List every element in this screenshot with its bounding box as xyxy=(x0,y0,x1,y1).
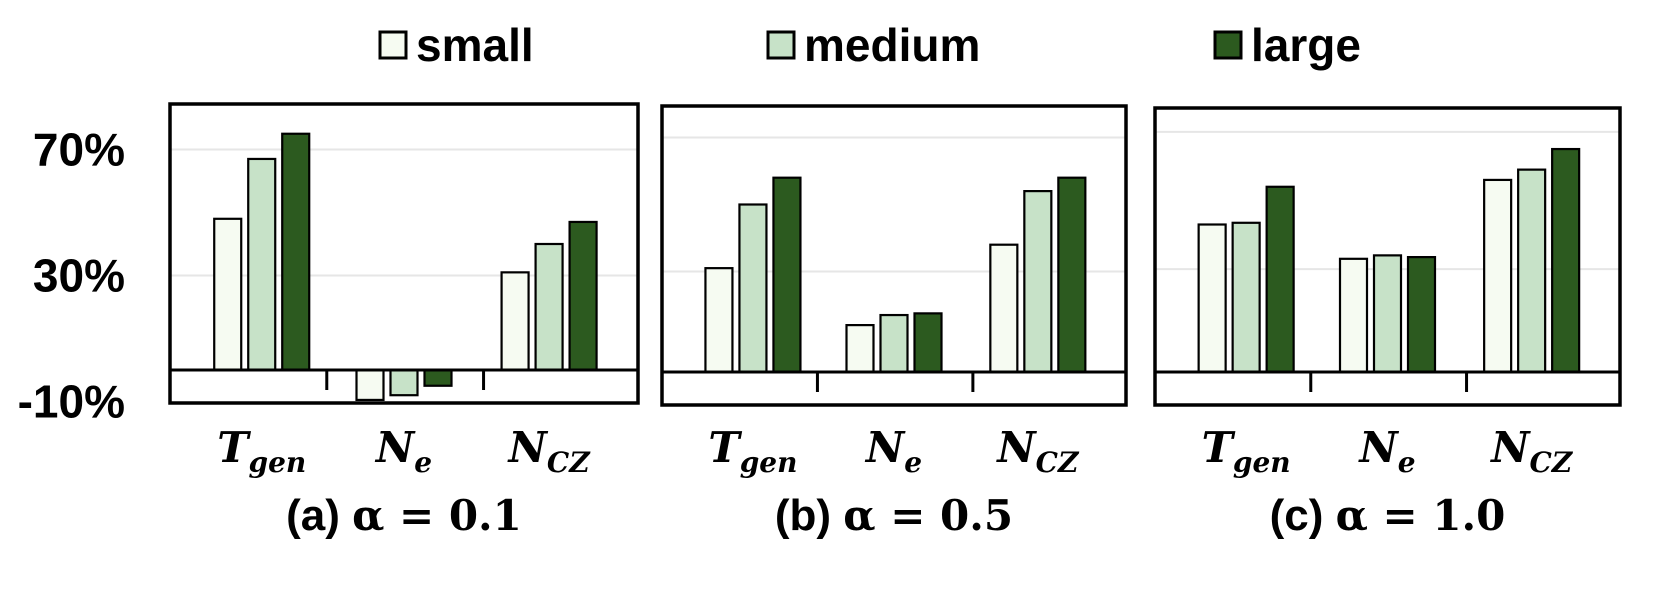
x-tick-label: NCZ xyxy=(995,423,1080,479)
bar-large-NCZ xyxy=(1551,147,1581,374)
bar-large-NCZ xyxy=(1057,176,1087,374)
panel-caption: (a) α = 0.1 xyxy=(286,491,522,540)
bar-medium-Ne xyxy=(879,313,909,374)
bar-medium-NCZ xyxy=(1023,190,1053,374)
bar-medium-Ne xyxy=(389,368,419,397)
x-tick-label: Ne xyxy=(864,423,922,479)
bar-large-Tgen xyxy=(1265,185,1295,374)
panel-frame xyxy=(1153,106,1622,407)
panel-frame xyxy=(168,102,640,405)
bar-small-NCZ xyxy=(500,271,530,372)
bar-large-Tgen xyxy=(281,132,311,372)
bar-small-Ne xyxy=(1338,257,1369,374)
legend-item-small: small xyxy=(378,19,534,71)
y-tick-label: -10% xyxy=(18,376,125,428)
bar-medium-NCZ xyxy=(1517,168,1547,374)
legend-item-large: large xyxy=(1213,19,1361,71)
bar-medium-Tgen xyxy=(738,203,768,374)
bar-small-Tgen xyxy=(704,267,734,374)
panels: Tgen Ne NCZ (a) α = 0.1 Tgen Ne NCZ (b) α = 0.5… xyxy=(168,102,1622,540)
bar-large-Ne xyxy=(423,368,453,387)
legend-label-large: large xyxy=(1251,19,1361,71)
x-tick-label: Ne xyxy=(1357,423,1415,479)
bar-medium-NCZ xyxy=(534,242,564,372)
y-axis: 70% 30% -10% xyxy=(18,124,125,428)
y-tick-label: 30% xyxy=(33,250,125,302)
panel-frame xyxy=(660,104,1128,407)
bar-small-NCZ xyxy=(1483,178,1513,374)
bar-small-Ne xyxy=(355,368,385,402)
legend-swatch-small xyxy=(378,30,408,60)
bar-large-Tgen xyxy=(772,176,802,374)
x-tick-label: Tgen xyxy=(1202,423,1291,479)
bar-small-Ne xyxy=(845,324,875,374)
y-tick-label: 70% xyxy=(33,124,125,176)
bar-small-NCZ xyxy=(989,243,1019,374)
panel-1: Tgen Ne NCZ (a) α = 0.1 xyxy=(168,102,640,540)
bar-medium-Tgen xyxy=(1231,221,1261,374)
x-tick-label: Tgen xyxy=(217,423,306,479)
x-tick-label: Ne xyxy=(374,423,432,479)
legend-label-medium: medium xyxy=(804,19,980,71)
legend-swatch-large xyxy=(1213,30,1243,60)
x-tick-label: Tgen xyxy=(708,423,797,479)
bar-small-Tgen xyxy=(213,217,243,372)
panel-2: Tgen Ne NCZ (b) α = 0.5 xyxy=(660,104,1128,540)
x-tick-label: NCZ xyxy=(1489,423,1574,479)
bar-medium-Ne xyxy=(1372,254,1403,374)
legend-label-small: small xyxy=(416,19,534,71)
bar-large-NCZ xyxy=(568,220,598,372)
legend-swatch-medium xyxy=(766,30,796,60)
bar-small-Tgen xyxy=(1197,223,1227,374)
bar-large-Ne xyxy=(1406,255,1437,374)
bar-large-Ne xyxy=(913,312,943,374)
legend: small medium large xyxy=(378,19,1361,71)
legend-item-medium: medium xyxy=(766,19,980,71)
x-tick-label: NCZ xyxy=(507,423,592,479)
panel-3: Tgen Ne NCZ (c) α = 1.0 xyxy=(1153,106,1622,540)
bar-medium-Tgen xyxy=(247,157,277,372)
panel-caption: (b) α = 0.5 xyxy=(775,491,1013,540)
panel-caption: (c) α = 1.0 xyxy=(1270,491,1506,540)
